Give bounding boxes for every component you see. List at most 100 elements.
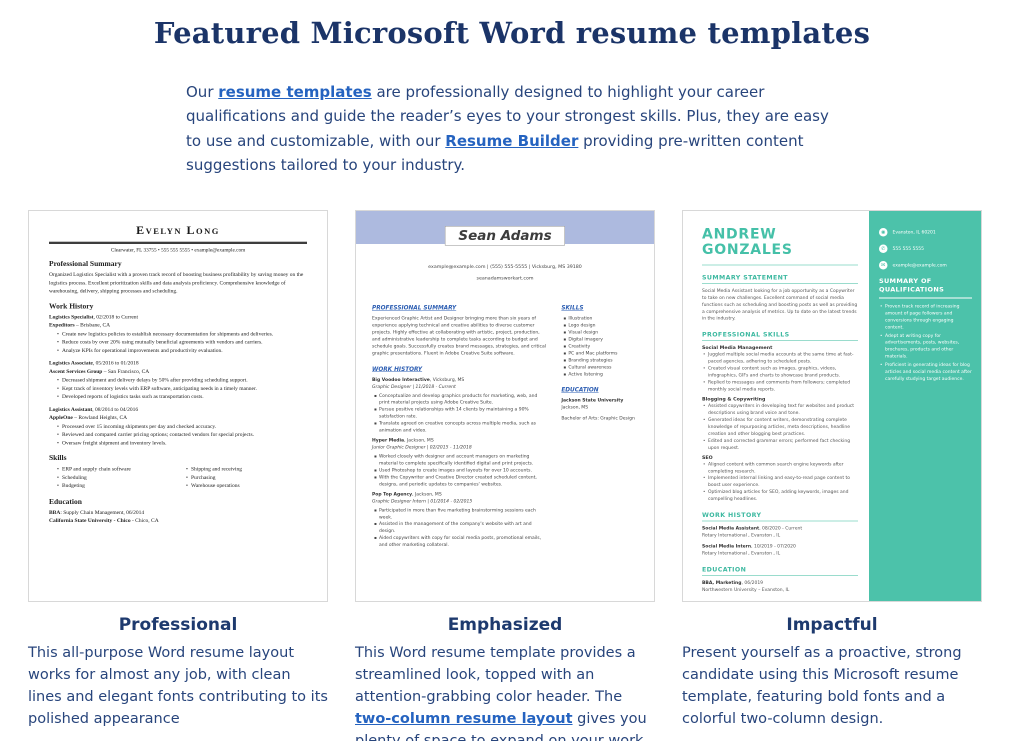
job-bullets: Worked closely with designer and account… [373,454,548,489]
resume2-left-column: PROFESSIONAL SUMMARY Experienced Graphic… [372,296,548,552]
skill-bullet: Replied to messages and comments from fo… [702,380,858,394]
school: California State University - Chico [49,517,131,524]
job-company: Expeditors [49,322,75,329]
job-company-line: Hyper Media, Jackson, MS [372,438,548,445]
two-column-layout-link[interactable]: two-column resume layout [355,711,573,728]
resume3-name: ANDREW GONZALES [702,225,858,258]
qualifications-bullets: Proven track record of increasing amount… [879,304,972,384]
degree: Bachelor of Arts: Graphic Design [561,416,635,422]
resume1-name: Evelyn Long [136,224,220,238]
skills-columns: ERP and supply chain softwareSchedulingB… [49,465,307,491]
job-company-line: Rotary International , Evanston , IL [702,533,781,539]
job-bullet: Worked closely with designer and account… [373,454,548,468]
resume2-columns: PROFESSIONAL SUMMARY Experienced Graphic… [356,296,654,552]
skill-group-title: Social Media Management [702,345,773,351]
section-heading: Skills [49,454,67,463]
resume2-website: seanadamsworkart.com [476,275,534,282]
job-bullet: Developed reports of logistics tasks suc… [56,393,307,401]
job-entry: Big Voodoo Interactive, Vicksburg, MS Gr… [372,377,548,435]
section-heading: PROFESSIONAL SUMMARY [372,304,457,312]
intro-text: are professionally designed to highlight… [186,83,829,150]
job-company-line: Big Voodoo Interactive, Vicksburg, MS [372,377,548,384]
resume-preview-emphasized[interactable]: Sean Adams example@example.com | (555) 5… [355,210,655,603]
intro-text: Our [186,83,219,101]
job-bullets: Create new logistics policies to establi… [56,330,307,355]
job-dates: , 10/2019 - 07/2020 [751,544,796,550]
section-heading: PROFESSIONAL SKILLS [702,331,858,342]
template-description: This all-purpose Word resume layout work… [28,645,328,728]
job-bullet: Kept track of inventory levels with ERP … [56,384,307,392]
resume1-page: Evelyn Long Clearwater, FL 33755 • 555 5… [29,211,327,601]
resume3-page: ANDREW GONZALES SUMMARY STATEMENT Social… [683,211,981,602]
skill-bullet: Edited and corrected grammar errors; per… [702,438,858,452]
template-caption-emphasized: Emphasized [447,615,563,636]
job-dates: , 05/2016 to 01/2018 [92,360,139,367]
skill-group-title: Blogging & Copywriting [702,396,766,403]
section-heading: Work History [49,302,94,311]
resume3-left-column: ANDREW GONZALES SUMMARY STATEMENT Social… [683,211,869,601]
job-bullet: Translate agreed on creative concepts ac… [373,421,548,435]
job-entry: Social Media Assistant, 08/2020 - Curren… [702,526,858,540]
job-bullet: Aided copywriters with copy for social m… [373,535,548,549]
skill-group-title: SEO [702,454,713,461]
skill-bullet: Generated ideas for content writers, dem… [702,417,858,438]
sidebar-contact-row: ✆ 555 555 5555 [879,244,972,254]
job-dates: , 08/2020 - Current [759,526,803,532]
resume-preview-professional[interactable]: Evelyn Long Clearwater, FL 33755 • 555 5… [28,210,328,603]
section-heading: EDUCATION [702,566,858,577]
resume1-summary: Organized Logistics Specialist with a pr… [49,271,304,295]
job-bullet: Pursue positive relationships with 14 cl… [373,407,548,421]
resume2-contact: example@example.com | (555) 555-5555 | V… [428,264,582,270]
education-school-line: Northwestern University – Evanston, IL [702,587,790,593]
job-location: , Jackson, MS [404,438,434,444]
job-bullet: Decreased shipment and delivery delays b… [56,376,307,384]
skill-item: Creativity [562,344,638,351]
job-title-line: Social Media Intern, 10/2019 - 07/2020 [702,544,858,551]
job-role-line: Graphic Designer | 11/2018 - Current [372,384,456,390]
skills-right: Shipping and receivingPurchasingWarehous… [185,465,307,490]
description-text: This Word resume template provides a str… [355,645,636,706]
location-pin-icon: ◉ [879,228,888,237]
job-bullet: Used Photoshop to create images and layo… [373,468,548,475]
job-bullet: Conceptualize and develop graphics produ… [373,393,548,407]
job-entry: Hyper Media, Jackson, MS Junior Graphic … [372,438,548,489]
job-entry: Logistics Specialist, 02/2018 to Current… [49,313,307,355]
section-heading: Education [49,497,82,506]
skill-item: Visual design [562,330,638,337]
job-company: Big Voodoo Interactive [372,377,430,383]
job-entry: Social Media Intern, 10/2019 - 07/2020 R… [702,544,858,558]
sidebar-contact-row: ✉ example@example.com [879,261,972,270]
resume-templates-link[interactable]: resume templates [218,83,372,101]
name-line: ANDREW [702,225,777,243]
divider [702,264,858,266]
skill-bullet: Implemented internal linking and easy-to… [702,475,858,489]
resume3-teal-sidebar: ◉ Evanston, IL 60201 ✆ 555 555 5555 ✉ ex… [869,211,981,602]
description-text: gives you plenty of space to expand on y… [355,711,647,741]
skill-bullet: Created visual content such as images, g… [702,366,858,380]
header-color-band: Sean Adams [356,211,654,246]
skill-item: Active listening [562,371,638,378]
job-location: – San Francisco, CA [102,368,150,375]
job-entry: Logistics Associate, 05/2016 to 01/2018 … [49,359,307,401]
skill-group-bullets: Juggled multiple social media accounts a… [702,352,858,394]
job-title-line: Logistics Associate, 05/2016 to 01/2018 [49,359,307,367]
skill-item: Digital imagery [562,337,638,344]
resume-builder-link[interactable]: Resume Builder [445,131,579,150]
skills-left: ERP and supply chain softwareSchedulingB… [56,465,178,490]
degree: BBA, Marketing [702,580,742,586]
divider [49,241,307,245]
skill-item: PC and Mac platforms [562,351,638,358]
job-bullet: Reviewed and compared carrier pricing op… [56,431,307,439]
resume-preview-impactful[interactable]: ANDREW GONZALES SUMMARY STATEMENT Social… [682,210,982,603]
job-company-line: Expeditors – Brisbane, CA [49,321,307,329]
job-role-line: Junior Graphic Designer | 02/2015 - 11/2… [372,445,472,451]
job-bullet: Analyze KPIs for operational improvement… [56,346,307,354]
job-title-line: Logistics Assistant, 08/2014 to 04/2016 [49,405,307,413]
skill-group: Social Media Management Juggled multiple… [702,345,858,393]
template-column-emphasized: Sean Adams example@example.com | (555) 5… [355,210,655,741]
skill-group-bullets: Assisted copywriters in developing text … [702,403,858,452]
job-company: Hyper Media [372,438,405,444]
template-column-impactful: ANDREW GONZALES SUMMARY STATEMENT Social… [682,210,982,741]
section-heading: SUMMARY OF QUALIFICATIONS [879,278,972,299]
resume2-right-column: SKILLS IllustrationLogo designVisual des… [561,296,638,552]
